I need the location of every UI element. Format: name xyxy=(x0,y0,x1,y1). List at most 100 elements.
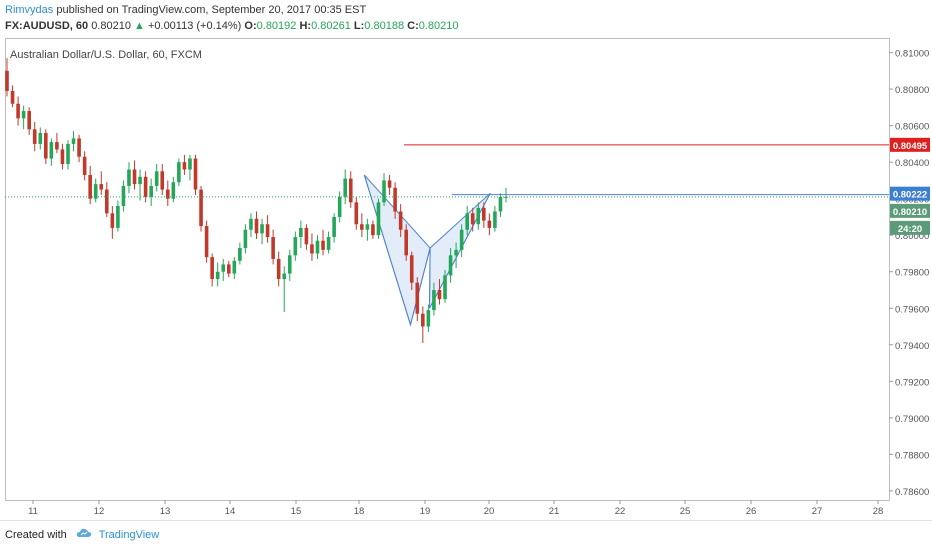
pattern-price-tag xyxy=(890,186,930,201)
y-tick-label: 0.79400 xyxy=(895,341,929,352)
candle-body xyxy=(265,224,270,238)
candle-body xyxy=(232,260,237,274)
y-tick-label: 0.79000 xyxy=(895,414,929,425)
chart-frame xyxy=(5,38,890,501)
candle-body xyxy=(487,220,492,228)
y-tick-label: 0.79800 xyxy=(895,268,929,279)
x-tick-label: 22 xyxy=(615,506,626,517)
x-tick-label: 15 xyxy=(291,506,302,517)
candle-body xyxy=(44,132,48,159)
candle-body xyxy=(160,171,165,190)
candle-body xyxy=(271,237,275,259)
timer-price-tag xyxy=(890,220,930,235)
candle-body xyxy=(476,207,481,225)
candle-body xyxy=(5,70,9,91)
candle-body xyxy=(238,248,242,261)
candle-body xyxy=(437,290,442,300)
x-tick-label: 19 xyxy=(420,506,431,517)
candle-body xyxy=(421,313,425,327)
candle-body xyxy=(127,169,131,186)
candle-body xyxy=(465,213,469,230)
candle-body xyxy=(49,142,54,159)
candle-body xyxy=(321,240,325,250)
candle-body xyxy=(182,162,187,170)
up-arrow-icon: ▲ xyxy=(134,20,145,32)
candle-body xyxy=(426,310,431,327)
y-tick-label: 0.81000 xyxy=(895,49,929,60)
candle-body xyxy=(21,111,26,119)
ohlc-legend: FX:AUDUSD, 60 0.80210 ▲ +0.00113 (+0.14%… xyxy=(5,20,459,33)
candle-body xyxy=(243,229,248,248)
candle-body xyxy=(165,189,170,199)
candle-body xyxy=(55,142,59,150)
price-tags: 0.80495 0.80222 0.80210 24:20 xyxy=(890,137,930,235)
tradingview-brand-link[interactable]: TradingView xyxy=(98,528,160,541)
y-tick-label: 0.80800 xyxy=(895,85,929,96)
candle-body xyxy=(337,196,342,217)
pattern-price-label: 0.80222 xyxy=(893,190,927,201)
candle-body xyxy=(221,264,226,272)
published-text: published on TradingView.com, September … xyxy=(56,4,367,16)
x-tick-label: 27 xyxy=(812,506,823,517)
candle-body xyxy=(77,138,81,157)
candle-body xyxy=(38,132,43,144)
candle-body xyxy=(10,90,15,104)
price-axis[interactable]: 0.810000.808000.806000.804000.802000.800… xyxy=(889,49,929,498)
candle-body xyxy=(459,229,464,250)
candle-body xyxy=(199,189,203,227)
x-tick-label: 13 xyxy=(160,506,171,517)
candle-body xyxy=(371,224,375,236)
candle-body xyxy=(193,158,198,190)
candle-body xyxy=(443,275,447,300)
candle-body xyxy=(254,218,259,234)
candle-body xyxy=(143,176,148,197)
candle-body xyxy=(493,211,497,228)
high-label: H: xyxy=(299,20,312,32)
candle-body xyxy=(66,143,70,164)
candle-body xyxy=(93,184,98,199)
author-link[interactable]: Rimvydas xyxy=(5,4,54,16)
candle-body xyxy=(121,185,126,206)
publish-info: Rimvydas published on TradingView.com, S… xyxy=(5,4,366,17)
candle-body xyxy=(343,178,348,197)
candle-body xyxy=(432,290,436,311)
timer-price-label: 24:20 xyxy=(898,224,922,235)
candle-body xyxy=(326,237,331,250)
time-axis[interactable]: 11 12 13 14 15 18 19 20 21 22 25 26 27 28 xyxy=(28,500,883,517)
x-tick-label: 20 xyxy=(484,506,495,517)
candle-body xyxy=(454,249,458,256)
x-tick-label: 11 xyxy=(28,506,38,517)
candle-body xyxy=(260,224,264,234)
horizontal-lines[interactable] xyxy=(5,144,889,198)
candle-body xyxy=(226,264,231,274)
candle-body xyxy=(276,258,281,280)
candle-body xyxy=(482,207,486,221)
candle-body xyxy=(354,202,359,225)
candle-body xyxy=(82,156,87,175)
candle-body xyxy=(177,162,181,183)
candle-body xyxy=(387,180,392,188)
candle-body xyxy=(215,271,220,280)
candle-body xyxy=(132,169,137,185)
candle-body xyxy=(382,180,386,203)
candle-body xyxy=(32,129,37,144)
candle-body xyxy=(188,158,192,170)
candle-body xyxy=(110,213,115,228)
close-value: 0.80210 xyxy=(418,20,459,32)
candle-body xyxy=(315,240,320,254)
candle-body xyxy=(299,227,303,238)
last-price: 0.80210 xyxy=(91,20,131,32)
candle-body xyxy=(376,202,381,236)
y-tick-label: 0.79600 xyxy=(895,304,929,315)
candle-body xyxy=(365,224,370,230)
y-tick-label: 0.78600 xyxy=(895,487,929,498)
x-tick-label: 12 xyxy=(94,506,105,517)
candle-body xyxy=(149,185,153,197)
candle-body xyxy=(310,244,314,254)
candle-body xyxy=(282,273,287,280)
y-tick-label: 0.79200 xyxy=(895,377,929,388)
candle-body xyxy=(154,171,159,186)
pattern-triangle-left xyxy=(363,174,431,327)
footer: Created with TradingView xyxy=(5,528,159,542)
